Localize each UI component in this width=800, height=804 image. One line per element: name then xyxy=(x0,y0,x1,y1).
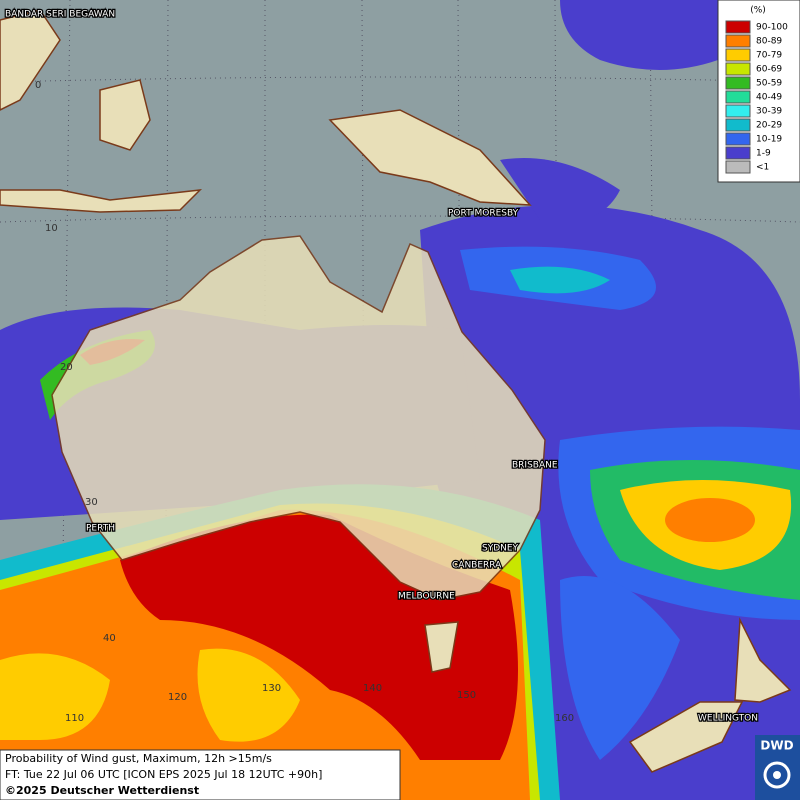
legend-label: 10-19 xyxy=(756,135,782,145)
footer-copyright: ©2025 Deutscher Wetterdienst xyxy=(5,784,199,797)
latitude-label: 20 xyxy=(60,362,73,373)
longitude-label: 150 xyxy=(457,690,476,701)
city-label: PERTH xyxy=(86,524,115,534)
legend-swatch xyxy=(725,34,751,48)
city-label: CANBERRA xyxy=(452,561,502,571)
longitude-label: 140 xyxy=(363,683,382,694)
footer-forecast-time: FT: Tue 22 Jul 06 UTC [ICON EPS 2025 Jul… xyxy=(5,768,322,781)
latitude-label: 0 xyxy=(35,80,41,91)
footer: Probability of Wind gust, Maximum, 12h >… xyxy=(0,749,401,801)
legend-swatch xyxy=(725,90,751,104)
legend-swatch xyxy=(725,62,751,76)
latitude-label: 40 xyxy=(103,633,116,644)
map-labels: BANDAR SERI BEGAWAN PORT MORESBY BRISBANE P… xyxy=(4,8,759,725)
legend-label: 50-59 xyxy=(756,79,782,89)
legend-swatch xyxy=(725,48,751,62)
longitude-label: 160 xyxy=(555,713,574,724)
legend-swatch xyxy=(725,160,751,174)
legend-label: 60-69 xyxy=(756,65,782,75)
legend-swatch xyxy=(725,104,751,118)
footer-product: Probability of Wind gust, Maximum, 12h >… xyxy=(5,752,272,765)
city-label: SYDNEY xyxy=(482,544,519,554)
logo-text: DWD xyxy=(760,739,793,753)
longitude-label: 130 xyxy=(262,683,281,694)
city-label: BANDAR SERI BEGAWAN xyxy=(5,10,115,20)
legend-label: 20-29 xyxy=(756,121,782,131)
legend-title: (%) xyxy=(750,6,766,16)
legend-swatch xyxy=(725,118,751,132)
longitude-label: 110 xyxy=(65,713,84,724)
city-label: MELBOURNE xyxy=(398,592,455,602)
longitude-label: 120 xyxy=(168,692,187,703)
legend-label: 40-49 xyxy=(756,93,782,103)
legend-label: 80-89 xyxy=(756,37,782,47)
legend-swatch xyxy=(725,146,751,160)
latitude-label: 30 xyxy=(85,497,98,508)
city-label: BRISBANE xyxy=(512,461,558,471)
legend-swatch xyxy=(725,20,751,34)
legend-swatch xyxy=(725,132,751,146)
legend: (%) 90-100 80-89 70-79 60-69 50-59 40-49 30-39… xyxy=(717,0,800,183)
legend-label: 70-79 xyxy=(756,51,782,61)
legend-label: <1 xyxy=(756,163,769,173)
legend-label: 1-9 xyxy=(756,149,771,159)
land xyxy=(0,9,792,773)
city-label: WELLINGTON xyxy=(698,714,758,724)
legend-label: 30-39 xyxy=(756,107,782,117)
legend-swatch xyxy=(725,76,751,90)
latitude-label: 10 xyxy=(45,223,58,234)
legend-label: 90-100 xyxy=(756,23,788,33)
logo: DWD xyxy=(755,735,800,800)
city-label: PORT MORESBY xyxy=(448,209,519,219)
